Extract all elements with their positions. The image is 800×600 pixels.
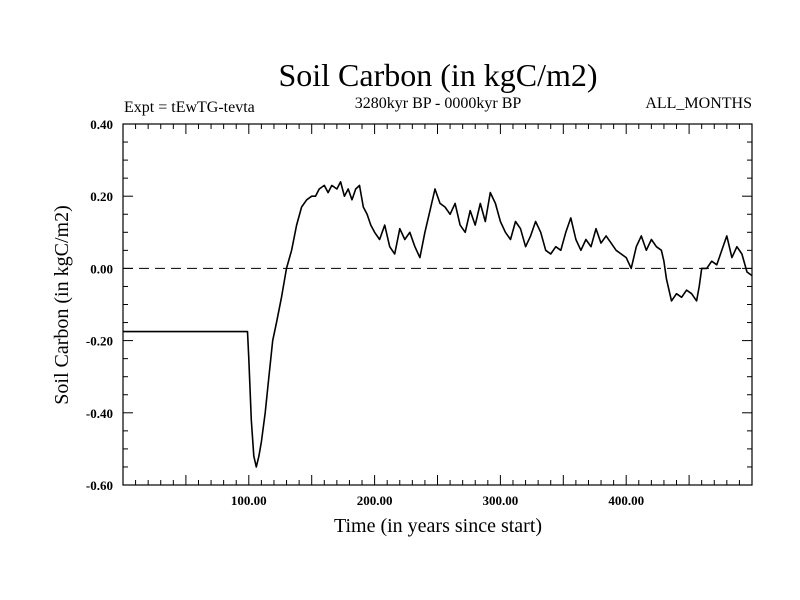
y-tick-label: -0.40: [86, 406, 113, 421]
soil-carbon-series-line: [123, 181, 753, 468]
y-axis-label: Soil Carbon (in kgC/m2): [51, 205, 73, 404]
y-tick-label: -0.60: [86, 478, 113, 493]
x-tick-label: 400.00: [608, 493, 644, 508]
axis-ticks: [123, 124, 752, 485]
x-tick-label: 300.00: [483, 493, 519, 508]
y-tick-label: 0.00: [90, 261, 113, 276]
x-tick-label: 100.00: [231, 493, 267, 508]
y-tick-label: -0.20: [86, 334, 113, 349]
time-range-label: 3280kyr BP - 0000kyr BP: [355, 95, 522, 112]
axis-tick-labels: 100.00 200.00 300.00 400.00 -0.60 -0.40 -0.20 0…: [86, 117, 644, 508]
y-tick-label: 0.40: [90, 117, 113, 132]
x-axis-label: Time (in years since start): [334, 515, 542, 537]
chart-title: Soil Carbon (in kgC/m2): [278, 57, 597, 93]
experiment-label: Expt = tEwTG-tevta: [124, 99, 255, 116]
months-label: ALL_MONTHS: [645, 95, 752, 112]
x-tick-label: 200.00: [357, 493, 393, 508]
plot-frame: [122, 123, 753, 486]
y-tick-label: 0.20: [90, 189, 113, 204]
